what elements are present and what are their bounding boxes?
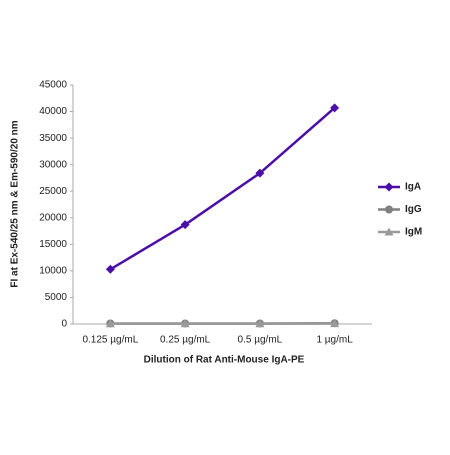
y-tick-label: 25000: [39, 186, 67, 197]
y-tick-label: 10000: [39, 266, 67, 277]
y-tick-label: 35000: [39, 133, 67, 144]
x-tick-label: 0.25 µg/mL: [160, 335, 211, 346]
y-tick-label: 20000: [39, 212, 67, 223]
x-tick-label: 0.5 µg/mL: [238, 335, 283, 346]
legend-marker: [385, 183, 394, 192]
y-tick-label: 5000: [45, 292, 68, 303]
x-tick-label: 0.125 µg/mL: [82, 335, 138, 346]
y-tick-label: 30000: [39, 159, 67, 170]
x-tick-label: 1 µg/mL: [316, 335, 353, 346]
y-tick-label: 45000: [39, 80, 67, 91]
legend-label: IgM: [405, 227, 422, 238]
y-tick-label: 15000: [39, 239, 67, 250]
legend-marker: [385, 206, 393, 214]
legend-label: IgG: [405, 204, 422, 215]
y-axis-title: FI at Ex-540/25 nm & Em-590/20 nm: [10, 120, 21, 287]
y-tick-label: 0: [61, 319, 67, 330]
legend-label: IgA: [405, 182, 421, 193]
series-line: [110, 108, 334, 269]
y-tick-label: 40000: [39, 106, 67, 117]
x-axis-title: Dilution of Rat Anti-Mouse IgA-PE: [144, 355, 305, 366]
